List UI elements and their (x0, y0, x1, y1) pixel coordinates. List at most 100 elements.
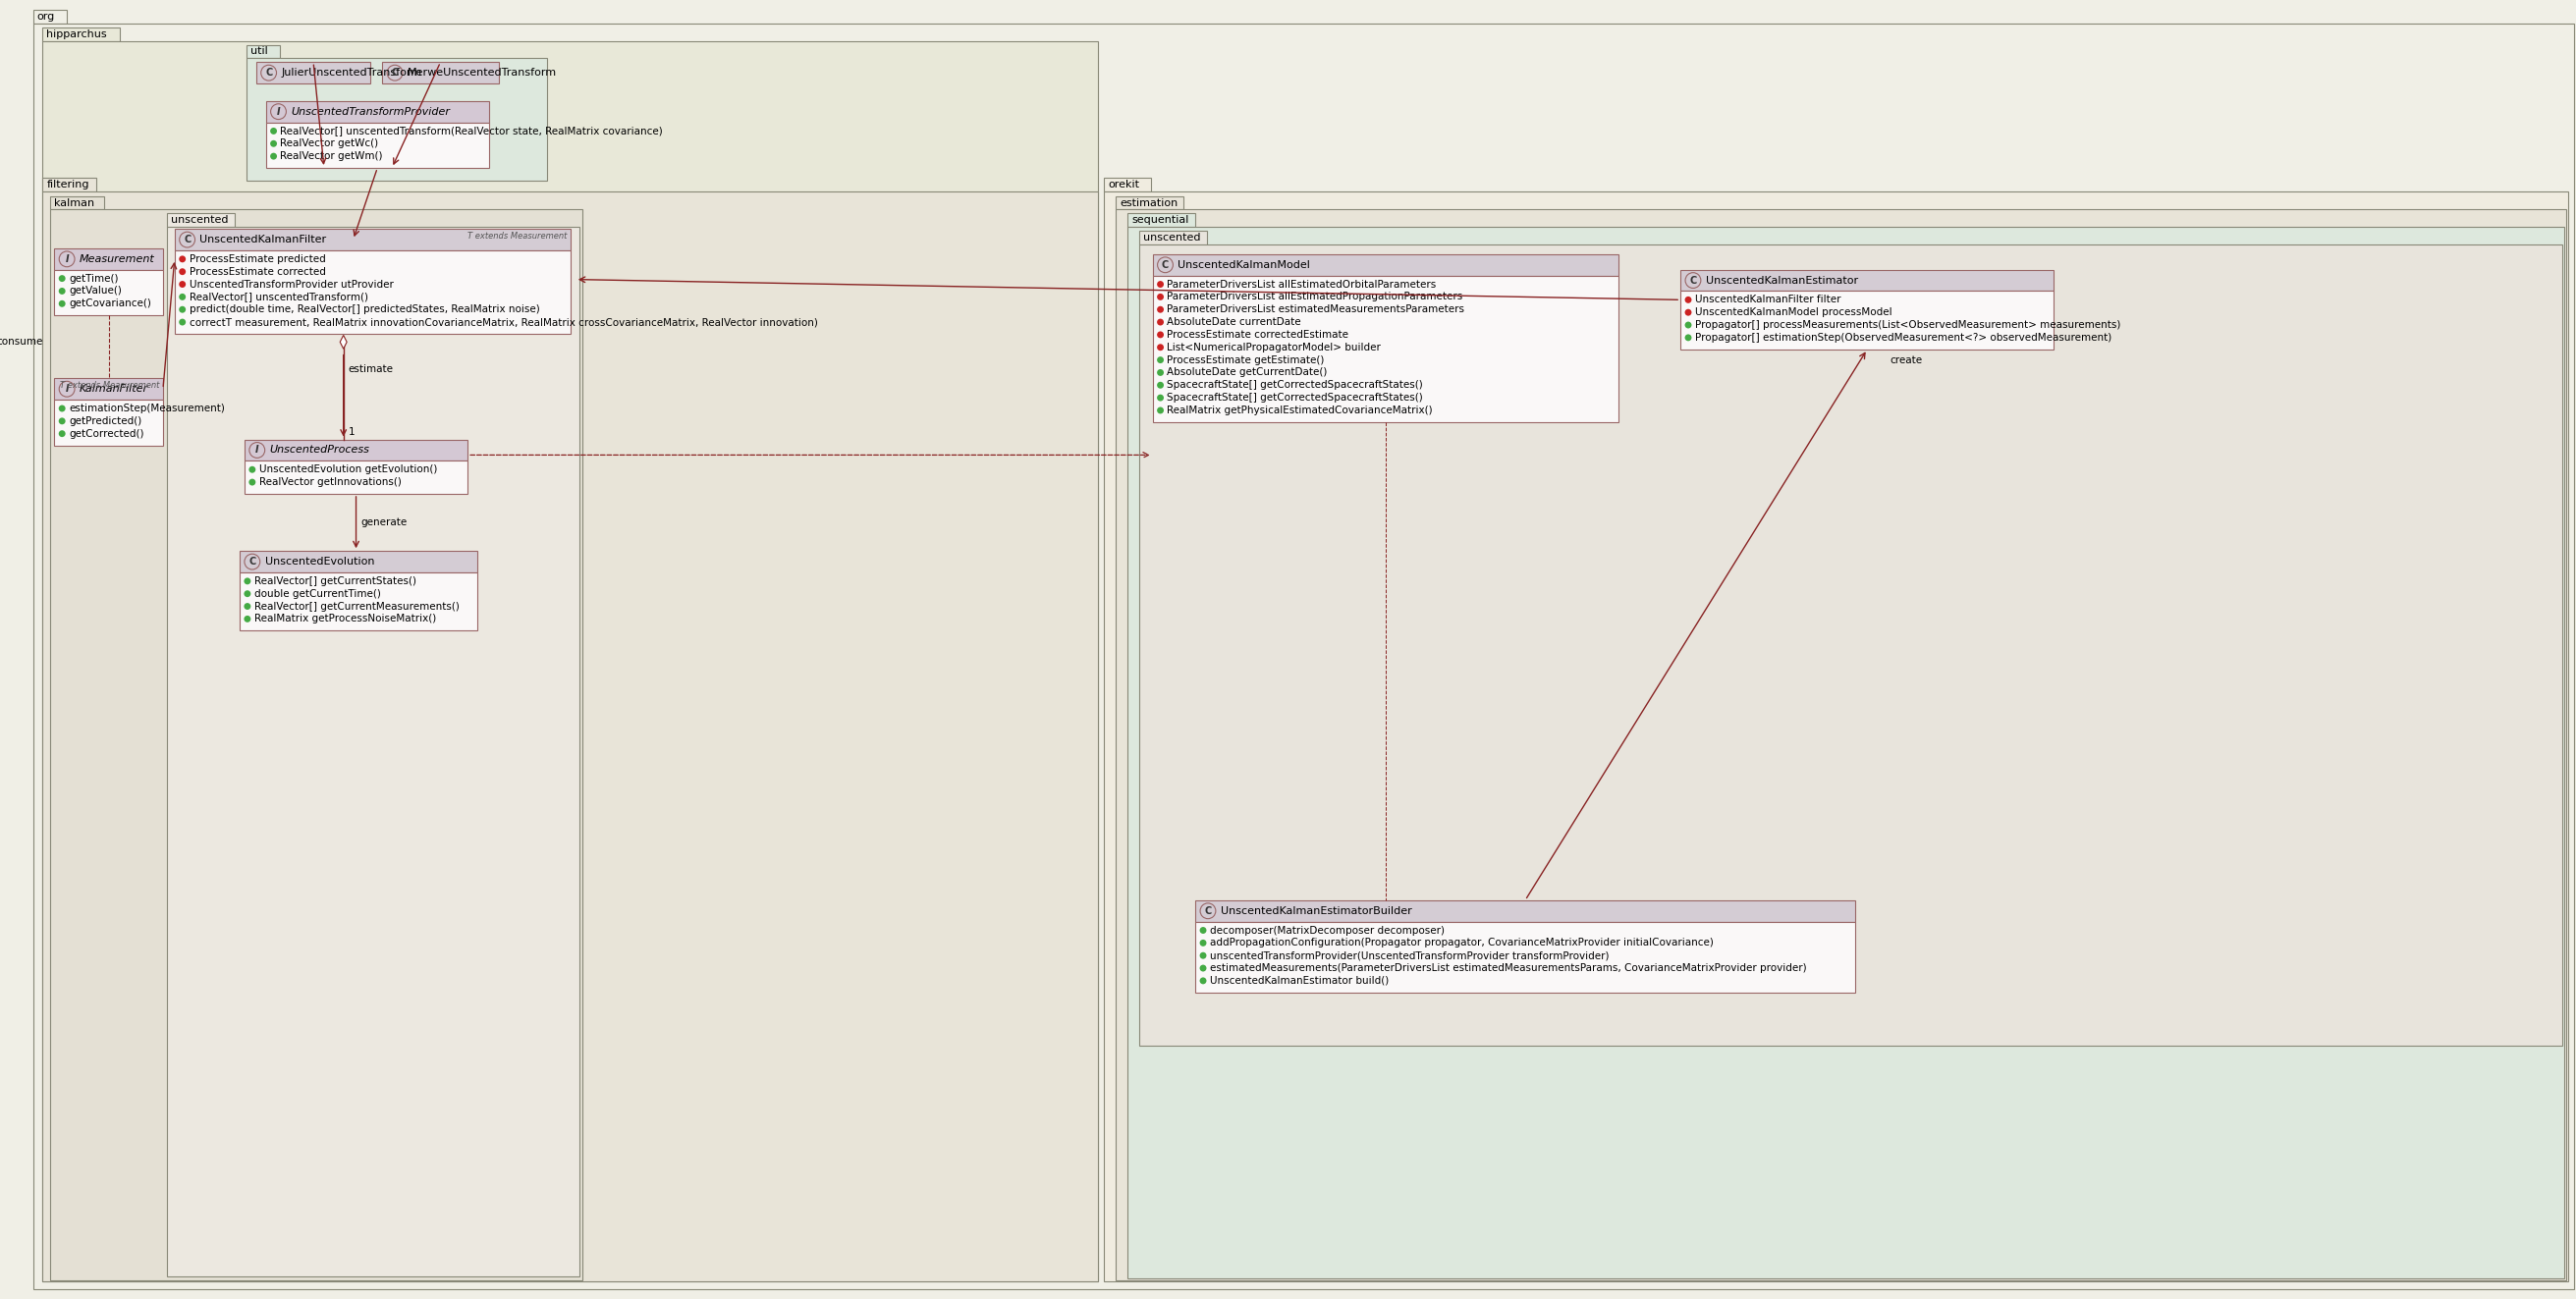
Text: addPropagationConfiguration(Propagator propagator, CovarianceMatrixProvider init: addPropagationConfiguration(Propagator p… (1211, 938, 1713, 948)
Text: RealVector[] unscentedTransform(RealVector state, RealMatrix covariance): RealVector[] unscentedTransform(RealVect… (281, 126, 662, 136)
Text: UnscentedKalmanEstimator: UnscentedKalmanEstimator (1705, 275, 1857, 286)
Circle shape (1200, 965, 1206, 972)
Text: C: C (1206, 905, 1211, 916)
Circle shape (178, 281, 185, 287)
Bar (1105, 178, 1151, 191)
Circle shape (59, 405, 64, 412)
Circle shape (178, 269, 185, 275)
Text: UnscentedKalmanModel: UnscentedKalmanModel (1177, 260, 1311, 270)
Text: List<NumericalPropagatorModel> builder: List<NumericalPropagatorModel> builder (1167, 343, 1381, 352)
Bar (1139, 231, 1208, 244)
Text: kalman: kalman (54, 197, 95, 208)
Text: KalmanFilter: KalmanFilter (80, 385, 149, 394)
Bar (167, 227, 580, 1277)
Text: filtering: filtering (46, 179, 90, 190)
Text: estimationStep(Measurement): estimationStep(Measurement) (70, 404, 224, 413)
Bar (240, 573, 477, 630)
Circle shape (59, 300, 64, 307)
Bar (167, 213, 234, 227)
Text: RealVector getWc(): RealVector getWc() (281, 139, 379, 148)
Bar (44, 40, 1097, 1282)
Circle shape (1200, 977, 1206, 985)
Text: C: C (392, 68, 399, 78)
Text: RealVector[] getCurrentMeasurements(): RealVector[] getCurrentMeasurements() (255, 601, 459, 612)
Circle shape (1157, 356, 1164, 364)
Text: I: I (64, 255, 70, 264)
Text: unscentedTransformProvider(UnscentedTransformProvider transformProvider): unscentedTransformProvider(UnscentedTran… (1211, 951, 1610, 960)
Bar (44, 191, 1097, 1282)
Circle shape (270, 104, 286, 120)
Bar (1139, 244, 2563, 1046)
Circle shape (270, 127, 278, 134)
Text: T extends Measurement: T extends Measurement (466, 233, 567, 240)
Text: ParameterDriversList allEstimatedOrbitalParameters: ParameterDriversList allEstimatedOrbital… (1167, 279, 1437, 290)
Polygon shape (340, 335, 348, 349)
Text: consume: consume (0, 336, 44, 347)
Text: predict(double time, RealVector[] predictedStates, RealMatrix noise): predict(double time, RealVector[] predic… (188, 304, 538, 314)
Circle shape (59, 430, 64, 436)
Text: C: C (1690, 275, 1698, 286)
Text: Measurement: Measurement (80, 255, 155, 264)
Text: RealVector getWm(): RealVector getWm() (281, 151, 384, 161)
Circle shape (1157, 382, 1164, 388)
Circle shape (245, 553, 260, 569)
Circle shape (1157, 294, 1164, 300)
Circle shape (59, 382, 75, 396)
Circle shape (1200, 903, 1216, 918)
Text: I: I (276, 107, 281, 117)
Bar (1151, 255, 1618, 275)
Text: MerweUnscentedTransform: MerweUnscentedTransform (407, 68, 556, 78)
Circle shape (250, 479, 255, 486)
Bar (44, 178, 95, 191)
Bar (1680, 270, 2053, 291)
Circle shape (250, 466, 255, 473)
Text: UnscentedTransformProvider utProvider: UnscentedTransformProvider utProvider (188, 279, 394, 290)
Text: UnscentedKalmanFilter filter: UnscentedKalmanFilter filter (1695, 295, 1842, 305)
Text: C: C (250, 557, 255, 566)
Circle shape (1157, 281, 1164, 287)
Text: orekit: orekit (1108, 179, 1139, 190)
Circle shape (178, 307, 185, 313)
Text: Propagator[] processMeasurements(List<ObservedMeasurement> measurements): Propagator[] processMeasurements(List<Ob… (1695, 320, 2120, 330)
Circle shape (1157, 318, 1164, 326)
Text: SpacecraftState[] getCorrectedSpacecraftStates(): SpacecraftState[] getCorrectedSpacecraft… (1167, 392, 1425, 403)
Text: UnscentedTransformProvider: UnscentedTransformProvider (291, 107, 451, 117)
Text: RealMatrix getPhysicalEstimatedCovarianceMatrix(): RealMatrix getPhysicalEstimatedCovarianc… (1167, 405, 1432, 416)
Text: UnscentedEvolution: UnscentedEvolution (265, 557, 374, 566)
Text: SpacecraftState[] getCorrectedSpacecraftStates(): SpacecraftState[] getCorrectedSpacecraft… (1167, 381, 1425, 390)
Circle shape (178, 256, 185, 262)
Text: AbsoluteDate getCurrentDate(): AbsoluteDate getCurrentDate() (1167, 368, 1327, 378)
Text: ParameterDriversList allEstimatedPropagationParameters: ParameterDriversList allEstimatedPropaga… (1167, 292, 1463, 301)
Bar (52, 196, 103, 209)
Circle shape (1200, 927, 1206, 934)
Circle shape (1157, 307, 1164, 313)
Bar (1128, 227, 2563, 1278)
Text: unscented: unscented (1144, 233, 1200, 243)
Text: JulierUnscentedTransform: JulierUnscentedTransform (281, 68, 422, 78)
Circle shape (59, 287, 64, 295)
Bar (1195, 921, 1855, 992)
Bar (247, 58, 546, 181)
Circle shape (245, 616, 250, 622)
Circle shape (59, 275, 64, 282)
Text: ProcessEstimate predicted: ProcessEstimate predicted (188, 255, 325, 264)
Text: RealMatrix getProcessNoiseMatrix(): RealMatrix getProcessNoiseMatrix() (255, 614, 435, 624)
Bar (247, 44, 281, 58)
Circle shape (270, 140, 278, 147)
Circle shape (1157, 407, 1164, 414)
Text: getCovariance(): getCovariance() (70, 299, 152, 309)
Text: RealVector getInnovations(): RealVector getInnovations() (260, 477, 402, 487)
Text: estimatedMeasurements(ParameterDriversList estimatedMeasurementsParams, Covarian: estimatedMeasurements(ParameterDriversLi… (1211, 964, 1806, 973)
Text: C: C (1162, 260, 1170, 270)
Text: ProcessEstimate getEstimate(): ProcessEstimate getEstimate() (1167, 355, 1324, 365)
Text: getCorrected(): getCorrected() (70, 429, 144, 439)
Text: sequential: sequential (1131, 216, 1188, 225)
Bar (1105, 191, 2568, 1282)
Bar (1680, 291, 2053, 349)
Text: I: I (64, 385, 70, 394)
Circle shape (59, 251, 75, 266)
Bar (175, 229, 569, 251)
Text: hipparchus: hipparchus (46, 29, 108, 39)
Text: Propagator[] estimationStep(ObservedMeasurement<?> observedMeasurement): Propagator[] estimationStep(ObservedMeas… (1695, 333, 2112, 343)
Bar (1115, 196, 1185, 209)
